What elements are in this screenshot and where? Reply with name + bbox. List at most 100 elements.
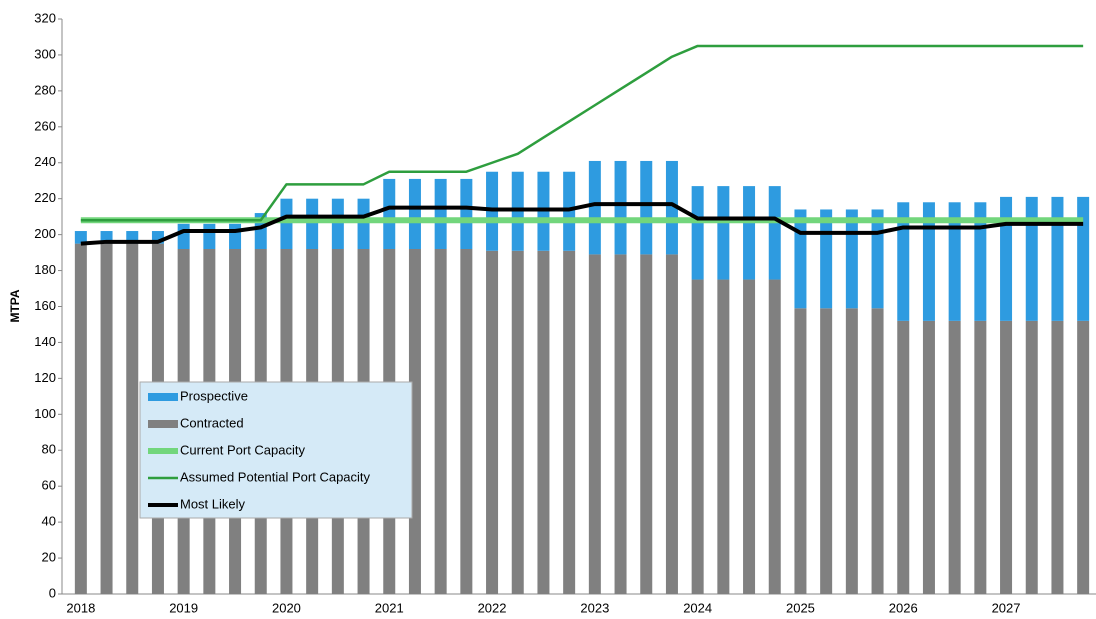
x-tick-label: 2026 [889, 600, 918, 615]
bar [177, 223, 190, 249]
bar [768, 186, 781, 280]
bar [460, 178, 473, 249]
legend-label: Current Port Capacity [180, 442, 305, 457]
y-tick-label: 40 [42, 514, 56, 529]
bar [1077, 320, 1090, 594]
x-tick-label: 2025 [786, 600, 815, 615]
bar [691, 186, 704, 280]
legend-swatch [148, 420, 178, 428]
y-tick-label: 20 [42, 550, 56, 565]
bar [871, 308, 884, 594]
x-tick-label: 2020 [272, 600, 301, 615]
bar [614, 254, 627, 594]
y-tick-label: 220 [34, 190, 56, 205]
bar [922, 320, 935, 594]
y-tick-label: 160 [34, 298, 56, 313]
bar [126, 243, 139, 594]
y-tick-label: 180 [34, 262, 56, 277]
bar [948, 320, 961, 594]
bar [357, 198, 370, 249]
bar [460, 249, 473, 594]
bar [948, 202, 961, 321]
y-tick-label: 80 [42, 442, 56, 457]
bar [974, 202, 987, 321]
y-tick-label: 280 [34, 82, 56, 97]
legend-label: Most Likely [180, 496, 246, 511]
bar [331, 198, 344, 249]
bar [1000, 320, 1013, 594]
legend-box [139, 381, 413, 519]
line [80, 44, 1084, 222]
line [80, 202, 1084, 246]
legend-label: Contracted [180, 415, 244, 430]
bar [768, 279, 781, 594]
bar [1051, 196, 1064, 321]
bar [306, 198, 319, 249]
bar [845, 209, 858, 309]
bar [665, 254, 678, 594]
bar [614, 160, 627, 255]
y-tick-label: 320 [34, 10, 56, 25]
legend-label: Assumed Potential Port Capacity [180, 469, 371, 484]
bar [1025, 196, 1038, 321]
bar [229, 223, 242, 249]
y-tick-label: 140 [34, 334, 56, 349]
y-tick-label: 240 [34, 154, 56, 169]
bar [974, 320, 987, 594]
bar [486, 250, 499, 594]
bar [434, 178, 447, 249]
bar [383, 178, 396, 249]
y-axis-label: MTPA [8, 289, 22, 322]
y-tick-label: 300 [34, 46, 56, 61]
bar [434, 249, 447, 594]
bar [665, 160, 678, 255]
x-tick-label: 2018 [66, 600, 95, 615]
x-tick-label: 2024 [683, 600, 712, 615]
bar [563, 250, 576, 594]
bar [743, 186, 756, 280]
bar [408, 178, 421, 249]
bar [640, 160, 653, 255]
y-tick-label: 200 [34, 226, 56, 241]
bar [1051, 320, 1064, 594]
bar [1077, 196, 1090, 321]
bar [897, 202, 910, 321]
bar [845, 308, 858, 594]
y-tick-label: 0 [49, 585, 56, 600]
y-tick-label: 120 [34, 370, 56, 385]
bar [588, 254, 601, 594]
bar [717, 279, 730, 594]
legend-label: Prospective [180, 388, 248, 403]
x-tick-label: 2021 [375, 600, 404, 615]
bar [820, 209, 833, 309]
y-tick-label: 100 [34, 406, 56, 421]
legend-swatch [148, 393, 178, 401]
bar [717, 186, 730, 280]
bar [640, 254, 653, 594]
bar [794, 308, 807, 594]
bar [74, 231, 87, 244]
x-tick-label: 2027 [992, 600, 1021, 615]
bar [897, 320, 910, 594]
bar [691, 279, 704, 594]
y-tick-label: 260 [34, 118, 56, 133]
x-tick-label: 2023 [580, 600, 609, 615]
bar [794, 209, 807, 309]
bar [511, 250, 524, 594]
bar [820, 308, 833, 594]
bar [922, 202, 935, 321]
bar [280, 198, 293, 249]
bar [1025, 320, 1038, 594]
bar [100, 243, 113, 594]
bar [537, 250, 550, 594]
x-tick-label: 2022 [478, 600, 507, 615]
x-tick-label: 2019 [169, 600, 198, 615]
bar [1000, 196, 1013, 321]
y-tick-label: 60 [42, 478, 56, 493]
bar [74, 243, 87, 594]
bar [871, 209, 884, 309]
bar [203, 223, 216, 249]
bar [588, 160, 601, 255]
bar [743, 279, 756, 594]
